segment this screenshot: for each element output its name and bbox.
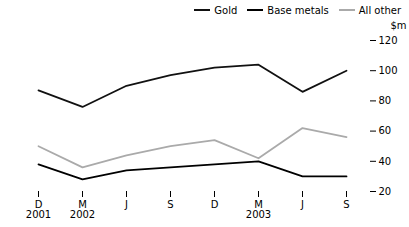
html-text:All other: All other [358,4,401,16]
svg-text:S: S [343,199,349,210]
svg-text:60: 60 [379,125,392,136]
svg-text:80: 80 [379,95,392,106]
svg-text:S: S [167,199,173,210]
html-text:Gold: Gold [214,4,238,16]
svg-text:M2003: M2003 [246,199,271,220]
svg-text:D2001: D2001 [26,199,51,220]
svg-text:$m: $m [390,20,406,31]
html-text:Base metals: Base metals [267,4,329,16]
svg-text:J: J [300,199,304,210]
svg-text:40: 40 [379,156,392,167]
svg-text:D: D [211,199,219,210]
svg-text:120: 120 [379,35,398,46]
svg-text:J: J [124,199,128,210]
svg-text:M2002: M2002 [70,199,95,220]
svg-text:100: 100 [379,65,398,76]
svg-text:20: 20 [379,186,392,197]
